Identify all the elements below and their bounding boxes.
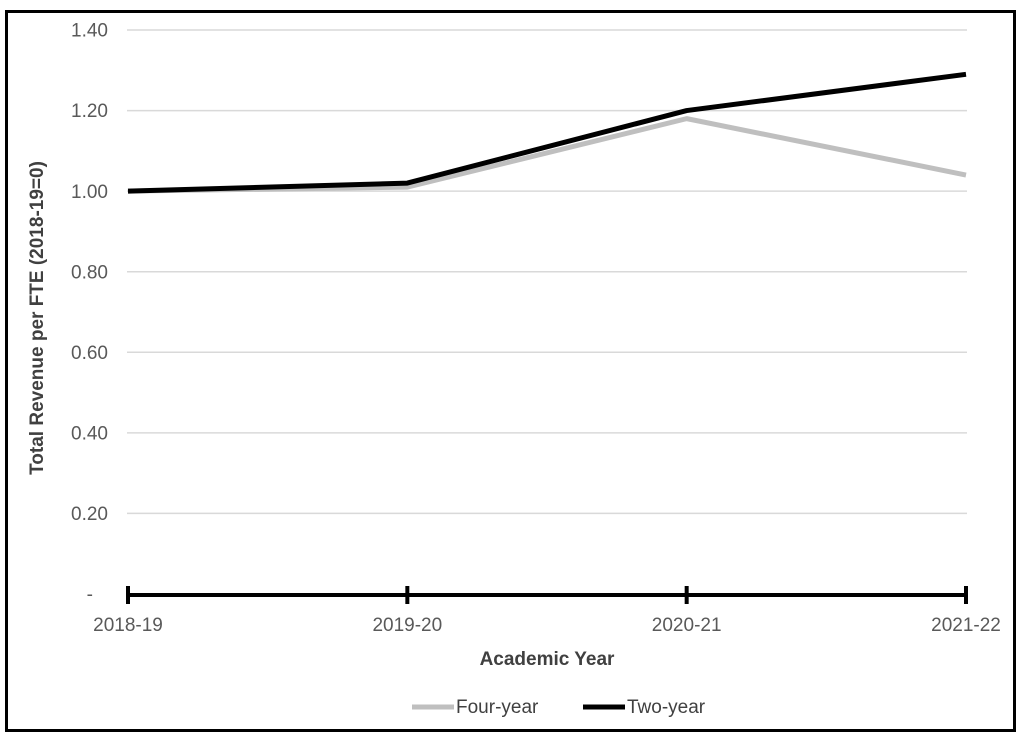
chart-frame-border xyxy=(5,10,1016,732)
x-tick-label: 2019-20 xyxy=(372,615,442,636)
x-axis-tick-labels: 2018-19 2019-20 2020-21 2021-22 xyxy=(93,615,1001,636)
y-tick-label: 1.20 xyxy=(71,101,108,122)
y-tick-label: 0.60 xyxy=(71,343,108,364)
x-tick-label: 2020-21 xyxy=(652,615,722,636)
series-lines xyxy=(127,71,967,194)
y-tick-label: - xyxy=(87,585,93,606)
series-line-two-year xyxy=(127,71,967,194)
y-axis-title: Total Revenue per FTE (2018-19=0) xyxy=(27,161,48,475)
y-tick-label: 1.00 xyxy=(71,182,108,203)
x-tick-label: 2021-22 xyxy=(931,615,1001,636)
y-axis-tick-labels: 1.40 1.20 1.00 0.80 0.60 0.40 0.20 - xyxy=(71,21,108,606)
x-axis-title: Academic Year xyxy=(480,649,615,670)
y-tick-label: 0.40 xyxy=(71,424,108,445)
x-axis-ticks xyxy=(126,586,968,604)
y-tick-label: 0.80 xyxy=(71,262,108,283)
y-tick-label: 0.20 xyxy=(71,504,108,525)
gridlines xyxy=(127,29,967,515)
x-tick-label: 2018-19 xyxy=(93,615,163,636)
y-tick-label: 1.40 xyxy=(71,21,108,42)
legend-label-four-year: Four-year xyxy=(456,697,539,718)
legend: Four-year Two-year xyxy=(412,697,706,718)
legend-label-two-year: Two-year xyxy=(627,697,706,718)
series-line-four-year xyxy=(127,116,967,194)
